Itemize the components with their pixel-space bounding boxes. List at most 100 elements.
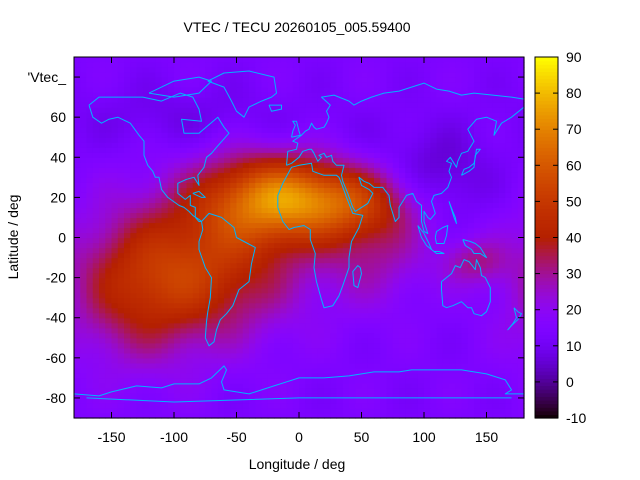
heatmap-cell [392,137,400,143]
heatmap-cell [499,247,506,254]
heatmap-cell [86,177,94,183]
heatmap-cell [349,332,356,339]
heatmap-cell [355,147,363,153]
heatmap-cell [142,277,150,284]
heatmap-cell [355,72,363,78]
heatmap-cell [161,187,169,193]
heatmap-cell [136,322,144,329]
heatmap-cell [180,287,188,294]
heatmap-cell [192,317,200,324]
heatmap-cell [124,287,131,294]
heatmap-cell [211,127,219,133]
heatmap-cell [311,147,319,153]
heatmap-cell [517,377,525,384]
heatmap-cell [505,167,513,173]
heatmap-cell [136,287,144,294]
heatmap-cell [305,207,313,214]
heatmap-cell [199,107,206,113]
heatmap-cell [286,142,294,148]
heatmap-cell [461,202,469,209]
heatmap-cell [280,197,288,203]
heatmap-cell [205,352,213,359]
heatmap-cell [474,397,481,404]
heatmap-cell [380,367,388,374]
heatmap-cell [217,412,225,419]
heatmap-cell [211,217,219,224]
heatmap-cell [411,87,419,93]
heatmap-cell [299,322,306,329]
heatmap-cell [342,222,350,229]
heatmap-cell [99,327,106,334]
heatmap-cell [324,247,331,254]
heatmap-cell [99,387,106,394]
heatmap-cell [211,392,219,399]
heatmap-cell [361,82,369,88]
heatmap-cell [211,362,219,369]
heatmap-cell [305,217,313,224]
heatmap-cell [105,97,113,103]
heatmap-cell [86,402,94,409]
heatmap-cell [417,307,425,314]
heatmap-cell [386,172,394,178]
heatmap-cell [224,167,231,173]
heatmap-cell [249,357,256,364]
heatmap-cell [405,267,413,274]
heatmap-cell [317,297,325,304]
heatmap-cell [174,357,181,364]
heatmap-cell [92,132,100,138]
heatmap-cell [511,352,519,359]
heatmap-cell [155,147,163,153]
heatmap-cell [180,347,188,354]
heatmap-cell [517,167,525,173]
heatmap-cell [367,127,375,133]
heatmap-cell [286,217,294,224]
heatmap-cell [305,202,313,209]
heatmap-cell [142,292,150,299]
heatmap-cell [405,282,413,289]
heatmap-cell [305,402,313,409]
heatmap-cell [417,402,425,409]
heatmap-cell [317,367,325,374]
heatmap-cell [355,367,363,374]
heatmap-cell [474,382,481,389]
heatmap-cell [136,72,144,78]
heatmap-cell [217,402,225,409]
heatmap-cell [517,72,525,78]
heatmap-cell [286,222,294,229]
heatmap-cell [361,277,369,284]
heatmap-cell [417,117,425,123]
heatmap-cell [149,272,156,279]
heatmap-cell [105,412,113,419]
heatmap-cell [105,392,113,399]
heatmap-cell [174,192,181,198]
heatmap-cell [174,122,181,128]
heatmap-cell [249,67,256,73]
heatmap-cell [249,92,256,98]
heatmap-cell [261,277,269,284]
heatmap-cell [355,192,363,198]
heatmap-cell [111,212,119,219]
heatmap-cell [361,272,369,279]
heatmap-cell [286,352,294,359]
heatmap-cell [436,352,444,359]
heatmap-cell [92,227,100,234]
heatmap-cell [499,182,506,188]
heatmap-cell [455,377,463,384]
heatmap-cell [80,287,88,294]
heatmap-cell [361,102,369,108]
heatmap-cell [505,82,513,88]
heatmap-cell [155,162,163,168]
heatmap-cell [461,377,469,384]
heatmap-cell [230,127,238,133]
heatmap-cell [180,292,188,299]
heatmap-cell [424,252,431,259]
heatmap-cell [124,412,131,419]
heatmap-cell [505,302,513,309]
heatmap-cell [267,87,275,93]
heatmap-cell [292,217,300,224]
heatmap-cell [480,317,488,324]
heatmap-cell [511,157,519,163]
heatmap-cell [336,222,344,229]
heatmap-cell [236,107,244,113]
heatmap-cell [455,202,463,209]
